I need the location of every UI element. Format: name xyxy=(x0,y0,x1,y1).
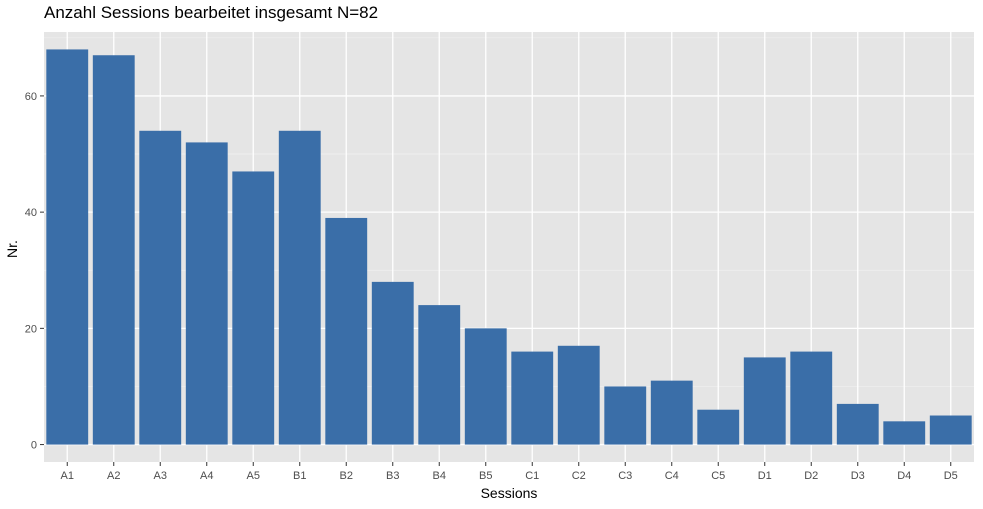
x-tick-label-c4: C4 xyxy=(665,470,679,482)
x-tick-label-c2: C2 xyxy=(572,470,586,482)
bar-d2 xyxy=(790,351,833,445)
bar-c5 xyxy=(697,409,740,445)
x-tick-label-b1: B1 xyxy=(293,470,306,482)
x-tick-label-a2: A2 xyxy=(107,470,120,482)
y-axis-label: Nr. xyxy=(4,240,20,258)
y-tick-label: 40 xyxy=(25,207,37,219)
x-axis-label: Sessions xyxy=(480,485,538,501)
bar-d4 xyxy=(883,421,926,445)
bar-d3 xyxy=(836,403,879,445)
bar-a1 xyxy=(46,49,89,445)
bar-c1 xyxy=(511,351,554,445)
x-tick-label-b3: B3 xyxy=(386,470,399,482)
bar-d5 xyxy=(929,415,972,445)
x-tick-label-d5: D5 xyxy=(944,470,958,482)
bar-b2 xyxy=(325,217,368,445)
bar-a2 xyxy=(92,55,135,445)
bar-a4 xyxy=(185,142,228,445)
x-tick-label-a1: A1 xyxy=(61,470,74,482)
x-tick-label-d1: D1 xyxy=(758,470,772,482)
x-tick-label-a4: A4 xyxy=(200,470,213,482)
bar-b3 xyxy=(371,281,414,445)
x-tick-label-d4: D4 xyxy=(897,470,911,482)
x-tick-label-b5: B5 xyxy=(479,470,492,482)
x-tick-label-b4: B4 xyxy=(433,470,446,482)
x-tick-label-b2: B2 xyxy=(340,470,353,482)
x-tick-label-a5: A5 xyxy=(247,470,260,482)
y-tick-label: 60 xyxy=(25,91,37,103)
x-tick-label-c5: C5 xyxy=(711,470,725,482)
bar-c2 xyxy=(557,345,600,445)
x-tick-label-d2: D2 xyxy=(804,470,818,482)
bar-c4 xyxy=(650,380,693,445)
bar-c3 xyxy=(604,386,647,445)
bar-a5 xyxy=(232,171,275,445)
x-tick-label-c1: C1 xyxy=(525,470,539,482)
bar-d1 xyxy=(743,357,786,445)
bar-b5 xyxy=(464,328,507,445)
chart-title: Anzahl Sessions bearbeitet insgesamt N=8… xyxy=(44,3,379,22)
x-tick-label-d3: D3 xyxy=(851,470,865,482)
bar-b4 xyxy=(418,305,461,445)
bar-b1 xyxy=(278,130,321,445)
x-tick-label-a3: A3 xyxy=(154,470,167,482)
x-tick-label-c3: C3 xyxy=(618,470,632,482)
y-tick-label: 20 xyxy=(25,323,37,335)
y-tick-label: 0 xyxy=(31,440,37,452)
bar-a3 xyxy=(139,130,182,445)
